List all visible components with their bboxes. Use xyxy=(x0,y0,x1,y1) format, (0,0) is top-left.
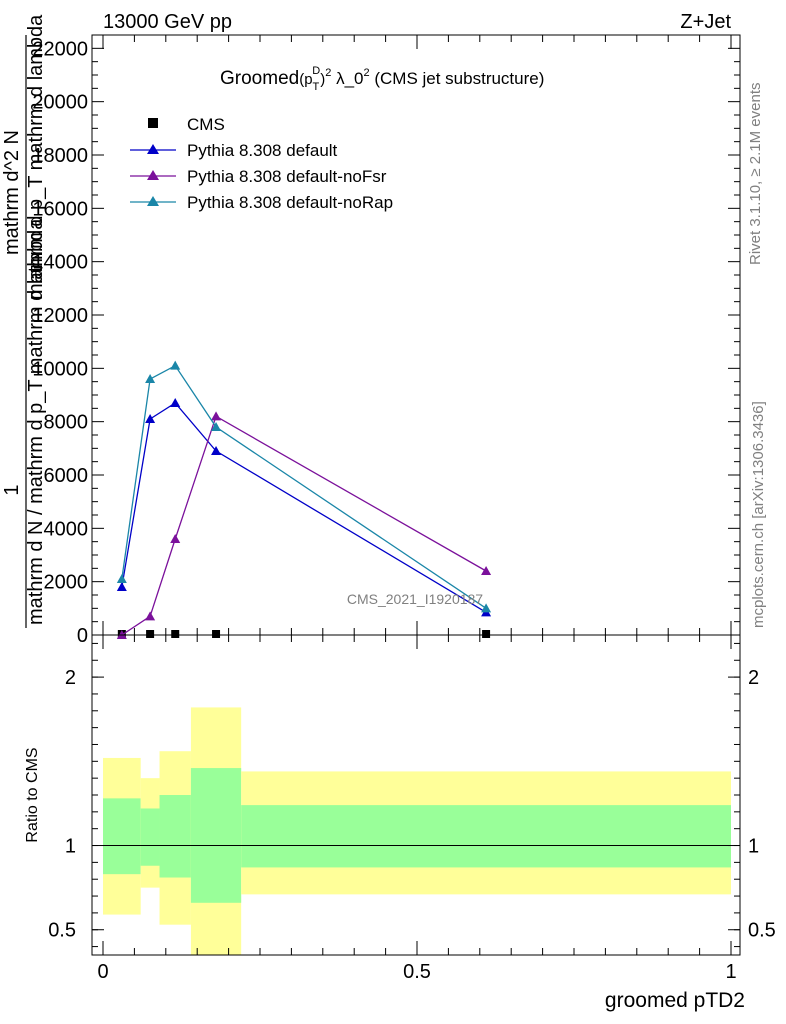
ratio-y-label: Ratio to CMS xyxy=(24,747,41,842)
main-y-label: 1 mathrm d N / mathrm d p_T mathrm d lam… xyxy=(1,14,47,628)
data-point-noRap xyxy=(116,574,127,583)
legend-item-cms: CMS xyxy=(148,115,225,134)
series-layer xyxy=(116,360,492,639)
y-tick-label: 20000 xyxy=(32,92,88,114)
series-default xyxy=(116,398,492,617)
data-point-default xyxy=(116,582,127,591)
process-label: Z+Jet xyxy=(680,11,731,33)
y-label-d2n: mathrm d^2 N xyxy=(1,130,23,255)
legend-marker xyxy=(147,196,159,206)
data-point-noRap xyxy=(170,360,181,370)
y-label-dpt-dlambda: mathrm d p_T mathrm d lambda xyxy=(25,14,47,300)
legend-label: Pythia 8.308 default-noRap xyxy=(187,193,393,212)
uncertainty-band-inner xyxy=(140,808,160,866)
uncertainty-band-inner xyxy=(241,805,731,868)
x-tick-label: 0 xyxy=(97,961,108,983)
ratio-y-axis: 0.5 0.5 1 1 2 2 xyxy=(48,642,776,948)
legend-label: Pythia 8.308 default-noFsr xyxy=(187,167,387,186)
legend-marker xyxy=(147,144,159,154)
watermark: CMS_2021_I1920187 xyxy=(347,591,483,607)
ratio-y-tick-label-right: 0.5 xyxy=(748,920,776,942)
title-paren-close: ) xyxy=(320,71,325,88)
energy-label: 13000 GeV pp xyxy=(103,11,232,33)
y-tick-label: 4000 xyxy=(44,518,89,540)
legend-item-noFsr: Pythia 8.308 default-noFsr xyxy=(130,167,387,186)
data-point-cms xyxy=(212,630,221,638)
series-cms xyxy=(117,630,491,638)
ratio-y-tick-label: 2 xyxy=(65,667,76,689)
title-lambda: λ_0 xyxy=(331,69,363,88)
ratio-y-tick-label: 0.5 xyxy=(48,920,76,942)
ratio-x-axis: 0 0.5 1 xyxy=(97,635,737,983)
y-label-denominator: mathrm d N / mathrm d p_T mathrm d lambd… xyxy=(25,218,47,625)
data-point-noFsr xyxy=(145,611,156,621)
x-tick-label: 0.5 xyxy=(403,961,431,983)
series-line-default xyxy=(121,402,487,613)
data-point-noRap xyxy=(145,374,156,383)
legend-item-default: Pythia 8.308 default xyxy=(130,141,338,160)
uncertainty-band-inner xyxy=(103,798,141,875)
mcplots-label: mcplots.cern.ch [arXiv:1306.3436] xyxy=(750,401,767,628)
data-point-noFsr xyxy=(481,566,492,575)
y-tick-label: 16000 xyxy=(32,198,88,220)
chart-title: Groomed(pTD)2 λ_02 (CMS jet substructure… xyxy=(220,65,544,93)
ratio-y-tick-label: 1 xyxy=(65,836,76,858)
x-axis-label: groomed pTD2 xyxy=(605,989,745,1012)
ratio-panel: 0.5 0.51 12 2 0 0.5 1 Ratio to CMS groomed pT… xyxy=(24,634,776,1012)
legend-item-noRap: Pythia 8.308 default-noRap xyxy=(130,193,393,212)
data-point-noFsr xyxy=(211,411,222,421)
main-y-axis: 0 2000 4000 6000 8000 10000 12000 14000 16000 180… xyxy=(32,38,740,647)
y-tick-label: 8000 xyxy=(44,412,89,434)
x-tick-label: 1 xyxy=(725,961,736,983)
legend-label: Pythia 8.308 default xyxy=(187,141,338,160)
title-main: Groomed xyxy=(220,68,299,89)
ratio-y-tick-label-right: 1 xyxy=(748,836,759,858)
data-point-default xyxy=(145,414,156,423)
title-paren-open: (p xyxy=(299,71,312,88)
title-sup-lambda: 2 xyxy=(364,67,370,79)
y-label-one: 1 xyxy=(1,484,23,495)
legend: CMS Pythia 8.308 default Pythia 8.308 defa… xyxy=(130,115,393,212)
y-tick-label: 10000 xyxy=(32,358,88,380)
legend-marker xyxy=(147,170,159,180)
y-tick-label: 12000 xyxy=(32,305,88,327)
data-point-cms xyxy=(146,630,155,638)
data-point-noRap xyxy=(481,603,492,613)
y-tick-label: 0 xyxy=(77,625,88,647)
main-x-ticks xyxy=(102,35,732,635)
legend-marker xyxy=(148,118,158,128)
uncertainty-band-inner xyxy=(159,795,191,878)
title-sup-d: D xyxy=(312,65,320,77)
ratio-y-tick-label-right: 2 xyxy=(748,667,759,689)
y-tick-label: 2000 xyxy=(44,572,89,594)
y-tick-label: 22000 xyxy=(32,38,88,60)
data-point-cms xyxy=(171,630,180,638)
data-point-cms xyxy=(482,630,491,638)
data-point-noFsr xyxy=(170,534,181,543)
title-suffix: (CMS jet substructure) xyxy=(370,69,545,88)
y-tick-label: 18000 xyxy=(32,145,88,167)
main-panel: 0 2000 4000 6000 8000 10000 12000 14000 16000 180… xyxy=(1,14,741,647)
series-noRap xyxy=(116,360,492,613)
legend-label: CMS xyxy=(187,115,225,134)
rivet-label: Rivet 3.1.10, ≥ 2.1M events xyxy=(747,83,764,266)
data-point-default xyxy=(211,446,222,455)
title-sub-t: T xyxy=(313,81,320,93)
data-point-noRap xyxy=(211,422,222,431)
y-tick-label: 14000 xyxy=(32,252,88,274)
ratio-bands xyxy=(103,707,731,955)
title-sup-2: 2 xyxy=(325,67,331,79)
uncertainty-band-inner xyxy=(190,768,242,903)
y-tick-label: 6000 xyxy=(44,465,89,487)
data-point-default xyxy=(170,398,181,407)
